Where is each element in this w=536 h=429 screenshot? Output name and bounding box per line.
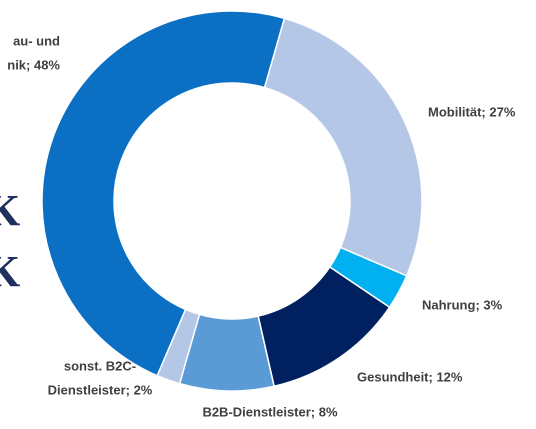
segment-label: Mobilität; 27%: [428, 104, 516, 119]
segment-label: Gesundheit; 12%: [357, 369, 463, 384]
cropped-letter: K: [0, 247, 20, 296]
segment-label: Dienstleister; 2%: [48, 382, 153, 397]
segment-label: nik; 48%: [7, 57, 60, 72]
donut-segment: [263, 17, 423, 277]
segment-label: au- und: [13, 33, 60, 48]
cropped-letter: K: [0, 186, 20, 235]
segment-label: sonst. B2C-: [64, 358, 136, 373]
segment-label: B2B-Dienstleister; 8%: [202, 404, 338, 419]
donut-segment: [41, 10, 286, 377]
segment-label: Nahrung; 3%: [422, 297, 503, 312]
